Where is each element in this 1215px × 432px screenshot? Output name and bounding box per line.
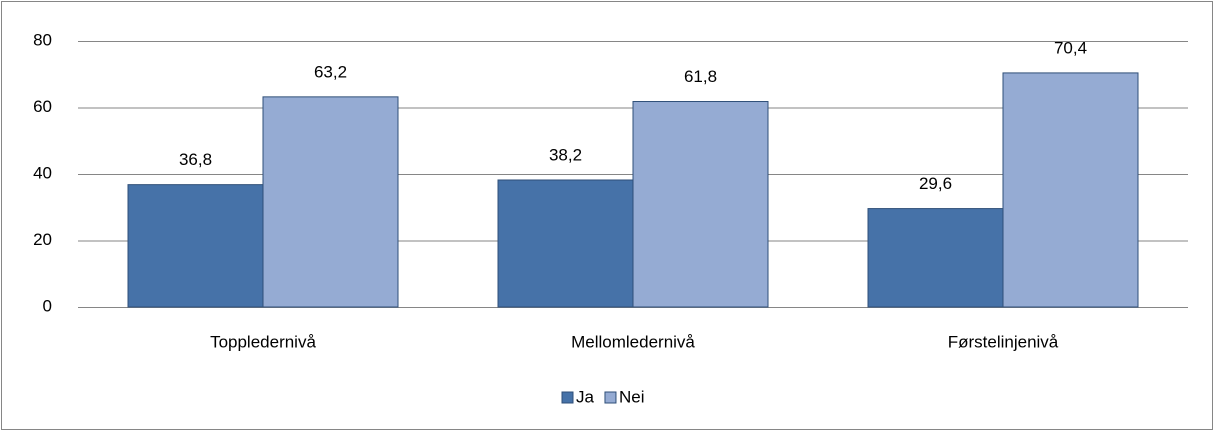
x-tick-label: Toppledernivå <box>210 332 316 351</box>
bar <box>1002 72 1139 308</box>
y-tick-label: 60 <box>33 97 52 116</box>
legend-swatch <box>561 391 574 404</box>
legend-label: Nei <box>619 387 645 406</box>
bar <box>262 96 399 308</box>
value-label: 63,2 <box>314 62 347 81</box>
value-label: 36,8 <box>179 150 212 169</box>
value-label: 38,2 <box>549 145 582 164</box>
y-tick-label: 0 <box>43 296 52 315</box>
y-tick-label: 80 <box>33 30 52 49</box>
legend-swatch <box>604 391 617 404</box>
value-label: 61,8 <box>684 67 717 86</box>
y-tick-label: 20 <box>33 230 52 249</box>
y-tick-label: 40 <box>33 163 52 182</box>
value-label: 29,6 <box>919 174 952 193</box>
x-tick-label: Mellomledernivå <box>571 332 695 351</box>
x-tick-label: Førstelinjenivå <box>948 332 1059 351</box>
bar <box>632 101 769 308</box>
bar <box>127 184 264 308</box>
value-label: 70,4 <box>1054 38 1087 57</box>
legend-label: Ja <box>576 387 595 406</box>
bar <box>867 208 1004 308</box>
bar <box>497 179 634 308</box>
